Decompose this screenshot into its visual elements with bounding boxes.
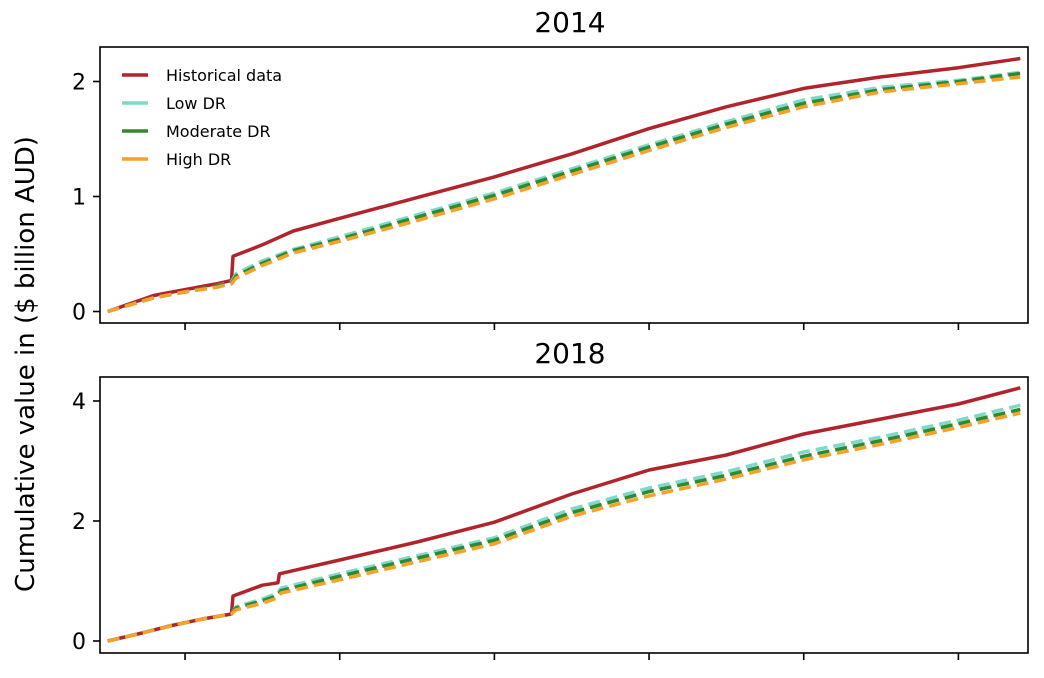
chart-title: 2014: [534, 6, 605, 39]
series-line-low-dr: [107, 403, 1021, 643]
chart-panel-2014: 2014 0 1 2 Historical data Low DR Moderate…: [72, 6, 1029, 330]
y-tick-label: 1: [72, 186, 86, 211]
series-lines: [107, 56, 1021, 314]
legend-label-moderate-dr: Moderate DR: [166, 122, 271, 141]
legend: Historical data Low DR Moderate DR High …: [122, 66, 282, 169]
plot-area-frame: [99, 376, 1029, 654]
series-line-high-dr: [107, 75, 1021, 314]
y-tick-label: 0: [72, 630, 86, 655]
axis-ticks: 0 1 2: [72, 71, 960, 330]
y-tick-label: 0: [72, 301, 86, 326]
series-line-moderate-dr: [107, 71, 1021, 314]
chart-title: 2018: [534, 337, 605, 370]
chart-panel-2018: 2018 0 2 4: [72, 337, 1029, 660]
legend-label-high-dr: High DR: [166, 150, 231, 169]
series-line-historical-data: [107, 56, 1021, 314]
axis-ticks: 0 2 4: [72, 390, 960, 660]
legend-label-historical: Historical data: [166, 66, 282, 85]
plot-area-frame: [99, 46, 1029, 324]
legend-label-low-dr: Low DR: [166, 94, 226, 113]
y-axis-label: Cumulative value in ($ billion AUD): [11, 136, 41, 592]
series-line-high-dr: [107, 411, 1021, 643]
y-tick-label: 4: [72, 390, 86, 415]
series-line-low-dr: [107, 70, 1021, 314]
y-tick-label: 2: [72, 71, 86, 96]
series-lines: [107, 386, 1021, 643]
y-tick-label: 2: [72, 510, 86, 535]
